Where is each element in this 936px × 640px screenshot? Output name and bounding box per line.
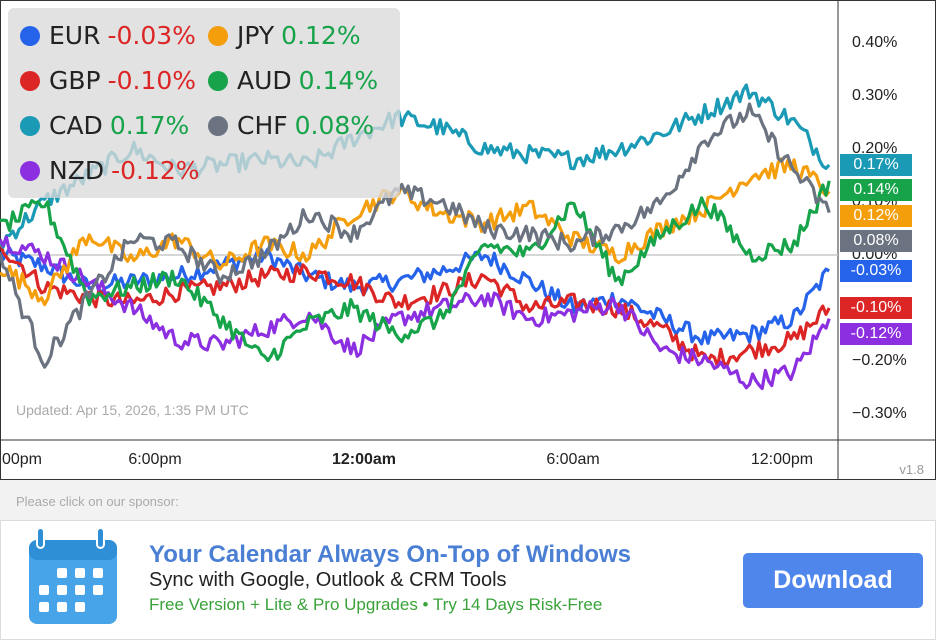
legend-item-chf[interactable]: CHF 0.08% — [208, 111, 374, 140]
x-tick-label: 6:00am — [546, 451, 600, 468]
legend-change: 0.12% — [281, 21, 361, 50]
legend-item-jpy[interactable]: JPY 0.12% — [208, 21, 361, 50]
legend-dot-icon — [208, 70, 228, 91]
y-tick-label: 0.20% — [852, 140, 898, 157]
legend-change: 0.08% — [294, 111, 375, 140]
ad-free-line: Free Version + Lite & Pro Upgrades • Try… — [149, 595, 603, 614]
calendar-icon[interactable] — [27, 528, 119, 626]
y-tick-label: 0.30% — [852, 87, 898, 104]
x-tick-label: 00pm — [1, 451, 43, 468]
legend-name: GBP — [49, 66, 101, 95]
legend-dot-icon — [20, 160, 40, 181]
badge-chf: 0.08% — [840, 230, 912, 253]
legend-item-aud[interactable]: AUD 0.14% — [208, 66, 378, 95]
legend-change: 0.14% — [298, 66, 379, 95]
badge-jpy: 0.12% — [840, 204, 912, 227]
legend-name: JPY — [237, 21, 275, 50]
ad-subtitle: Sync with Google, Outlook & CRM Tools — [149, 569, 507, 591]
badge-eur: -0.03% — [840, 259, 912, 282]
legend-dot-icon — [20, 70, 40, 91]
legend-item-cad[interactable]: CAD 0.17% — [20, 111, 189, 140]
legend-change: -0.10% — [107, 66, 197, 95]
badge-aud: 0.14% — [840, 179, 912, 202]
chart-plot — [0, 0, 936, 480]
legend-item-gbp[interactable]: GBP -0.10% — [20, 66, 196, 95]
sponsor-label: Please click on our sponsor: — [16, 494, 179, 509]
series-line-aud — [0, 180, 831, 363]
badge-cad: 0.17% — [840, 153, 912, 176]
badge-gbp: -0.10% — [840, 297, 912, 319]
legend-change: -0.12% — [111, 156, 200, 185]
legend-change: 0.17% — [109, 111, 190, 140]
x-tick-label: 12:00am — [331, 451, 397, 468]
legend-name: NZD — [49, 156, 105, 185]
chart-legend: EUR -0.03% JPY 0.12% GBP -0.10% AUD 0.14% CAD 0.1… — [8, 8, 400, 198]
legend-dot-icon — [208, 115, 228, 136]
chart-area: EUR -0.03% JPY 0.12% GBP -0.10% AUD 0.14% CAD 0.1… — [0, 0, 936, 480]
series-line-chf — [0, 102, 831, 369]
y-tick-label: 0.40% — [852, 34, 898, 51]
badge-nzd: -0.12% — [840, 322, 912, 345]
y-tick-label: −0.30% — [852, 405, 907, 422]
series-line-nzd — [0, 235, 831, 391]
legend-name: EUR — [49, 21, 101, 50]
legend-dot-icon — [208, 25, 228, 46]
legend-item-nzd[interactable]: NZD -0.12% — [20, 156, 200, 185]
updated-timestamp: Updated: Apr 15, 2026, 1:35 PM UTC — [16, 402, 249, 418]
ad-title[interactable]: Your Calendar Always On-Top of Windows — [149, 541, 632, 568]
y-tick-label: −0.20% — [852, 352, 907, 369]
x-tick-label: 12:00pm — [750, 451, 814, 468]
version-label: v1.8 — [899, 462, 924, 477]
legend-dot-icon — [20, 25, 40, 46]
series-line-eur — [0, 246, 830, 346]
download-button[interactable]: Download — [743, 553, 923, 608]
legend-name: CAD — [49, 111, 103, 140]
x-tick-label: 6:00pm — [128, 451, 182, 468]
legend-name: AUD — [237, 66, 292, 95]
legend-change: -0.03% — [107, 21, 196, 50]
legend-name: CHF — [237, 111, 288, 140]
legend-item-eur[interactable]: EUR -0.03% — [20, 21, 196, 50]
legend-dot-icon — [20, 115, 40, 136]
